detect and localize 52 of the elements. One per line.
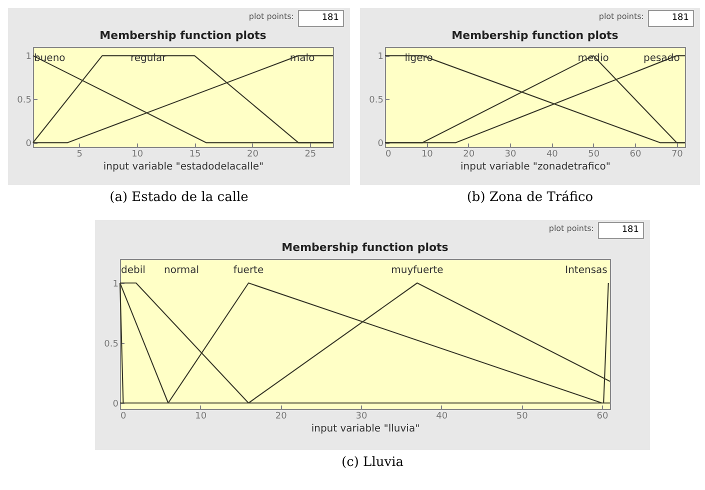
text: normal (164, 265, 200, 276)
series-label: muyfuerte (391, 265, 444, 276)
text: (b) Zona de Tráfico (466, 190, 594, 205)
text: plot points: (598, 12, 644, 21)
x-tick-label: 50 (588, 150, 600, 160)
x-tick-label: 0 (120, 412, 126, 422)
y-tick-label: 0.5 (17, 96, 32, 106)
text: (c) Lluvia (340, 455, 404, 470)
x-tick-label: 60 (596, 412, 608, 422)
chart-title: Membership function plots (100, 29, 267, 42)
y-tick-label: 0.5 (104, 340, 118, 350)
y-tick-label: 0 (26, 139, 32, 150)
text: plot points: (248, 12, 294, 21)
text: 181 (648, 10, 694, 27)
x-tick-label: 60 (630, 150, 642, 160)
text: (a) Estado de la calle (108, 190, 250, 205)
x-tick-label: 15 (189, 150, 201, 160)
x-tick-label: 40 (546, 150, 558, 160)
x-tick-label: 25 (304, 150, 316, 160)
y-tick-label: 0 (378, 139, 384, 150)
x-axis-title: input variable "lluvia" (311, 424, 420, 434)
series-label: Intensas (565, 265, 608, 276)
y-tick-label: 1 (26, 52, 32, 62)
x-tick-label: 0 (386, 150, 392, 160)
x-tick-label: 70 (671, 150, 684, 160)
x-axis-title: input variable "zonadetrafico" (460, 162, 611, 172)
text: plot points: (548, 224, 594, 233)
x-tick-label: 10 (195, 412, 207, 422)
x-tick-label: 50 (516, 412, 528, 422)
x-tick-label: 10 (421, 150, 434, 160)
x-tick-label: 30 (504, 150, 516, 160)
x-tick-label: 5 (76, 150, 83, 160)
y-tick-label: 0 (112, 400, 119, 410)
chart-title: Membership function plots (452, 29, 619, 42)
series-label: debil (121, 265, 146, 276)
y-tick-label: 0.5 (369, 96, 384, 106)
series-label: fuerte (233, 265, 264, 276)
chart-title: Membership function plots (282, 241, 449, 254)
series-label: malo (290, 53, 315, 64)
x-tick-label: 40 (436, 412, 448, 422)
series-label: ligero (404, 53, 433, 64)
text: 181 (598, 222, 644, 239)
text: 181 (298, 10, 344, 27)
series-label: regular (130, 53, 168, 64)
x-tick-label: 10 (132, 150, 144, 160)
x-tick-label: 20 (247, 150, 259, 160)
x-tick-label: 20 (275, 412, 288, 422)
x-tick-label: 20 (463, 150, 475, 160)
x-tick-label: 30 (356, 412, 368, 422)
y-tick-label: 1 (378, 52, 384, 62)
x-axis-title: input variable "estadodelacalle" (103, 162, 264, 172)
y-tick-label: 1 (112, 280, 118, 290)
